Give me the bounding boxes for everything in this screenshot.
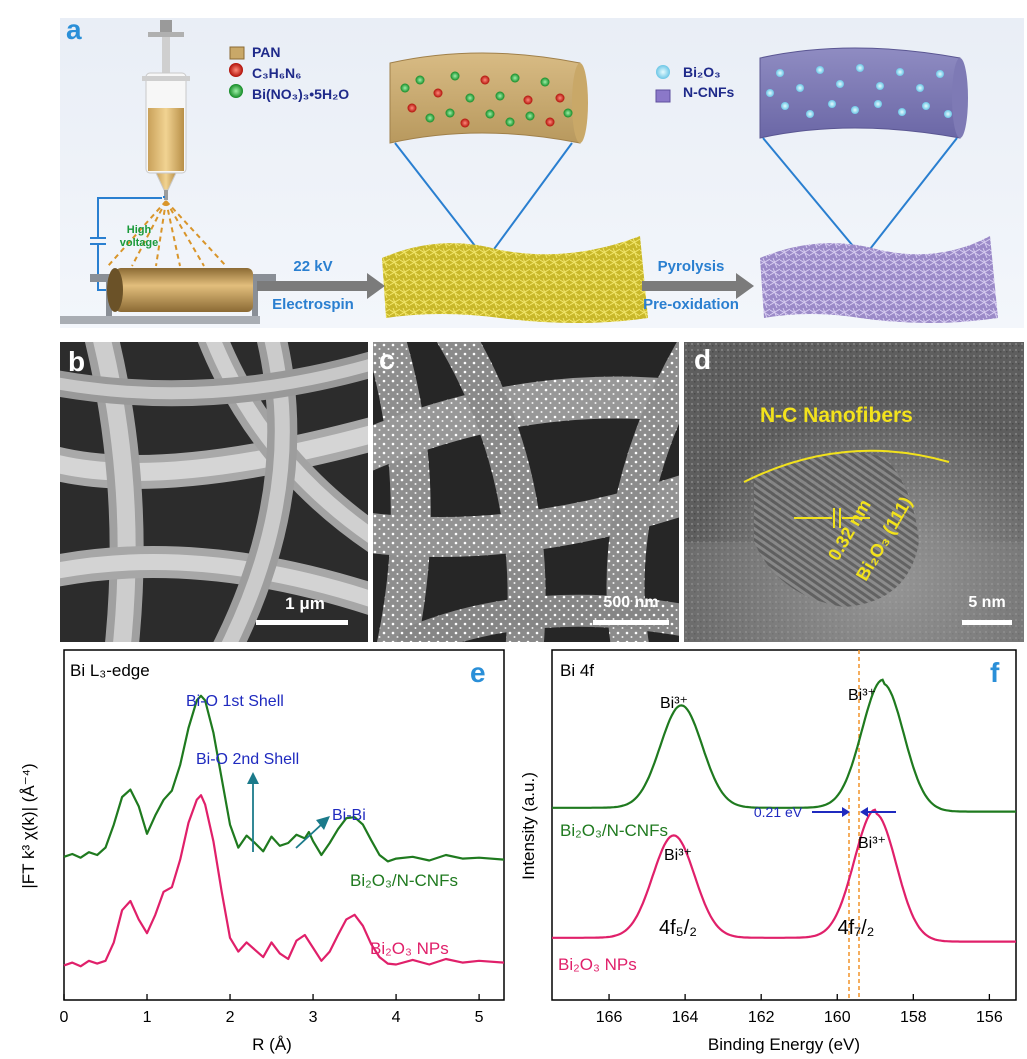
panel-a-letter: a bbox=[66, 14, 82, 45]
panel-d-title: N-C Nanofibers bbox=[760, 404, 913, 427]
panel-f-x-tick-label: 164 bbox=[672, 1009, 699, 1026]
panel-e-x-tick-label: 0 bbox=[60, 1009, 69, 1026]
precursor-nanofiber-icon bbox=[389, 52, 588, 144]
panel-e-ann-first-shell: Bi-O 1st Shell bbox=[186, 693, 284, 710]
panel-e-edge-label: Bi L₃-edge bbox=[70, 661, 150, 680]
panel-e-x-tick-label: 3 bbox=[309, 1009, 318, 1026]
legend-2-item-ncnfs: N-CNFs bbox=[683, 84, 735, 100]
panel-e-arrow-bibi bbox=[295, 823, 323, 849]
panel-e-x-tick-label: 5 bbox=[475, 1009, 484, 1026]
panel-f-shift-label: 0.21 eV bbox=[754, 804, 803, 820]
panel-f-series-top-label: Bi₂O₃/N-CNFs bbox=[560, 821, 668, 840]
panel-f-core-label: Bi 4f bbox=[560, 661, 594, 680]
panel-e-series-bottom-label: Bi₂O₃ NPs bbox=[370, 939, 449, 958]
arrow-2-bottom-label: Pre-oxidation bbox=[643, 296, 739, 313]
panel-e-xlabel: R (Å) bbox=[252, 1035, 292, 1054]
panel-d-scale-label: 5 nm bbox=[968, 594, 1006, 611]
panel-e-ann-bibi: Bi-Bi bbox=[332, 807, 366, 824]
panel-e-arrow-2nd-shell-head bbox=[247, 772, 259, 784]
panel-e-ann-second-shell: Bi-O 2nd Shell bbox=[196, 751, 299, 768]
panel-e-chart: 0 1 2 3 4 5 Bi L₃-edge e Bi-O 1st Shell Bi-O … bbox=[19, 649, 505, 1054]
panel-b-scale-label: 1 μm bbox=[285, 594, 325, 613]
panel-f-series-ncnfs bbox=[552, 678, 1016, 813]
panel-f-chart: 166 164 162 160 158 156 Bi 4f f Bi³⁺ Bi³⁺ Bi³… bbox=[519, 649, 1017, 1054]
legend-1-item-bismuth-nitrate: Bi(NO₃)₃•5H₂O bbox=[252, 86, 350, 102]
carbon-nanofiber-icon bbox=[759, 47, 968, 139]
panel-d-tem-image: d N-C Nanofibers 0.32 nm Bi₂O₃ (111) 5 n… bbox=[684, 342, 1024, 642]
panel-f-peak-label-3: Bi³⁺ bbox=[664, 847, 692, 864]
panel-f-x-tick-label: 166 bbox=[596, 1009, 623, 1026]
zoom-lines-1 bbox=[394, 142, 573, 262]
high-voltage-circuit-icon bbox=[90, 196, 165, 291]
panel-b-sem-image: b 1 μm bbox=[60, 342, 368, 642]
panel-e-series-ncnfs bbox=[63, 694, 505, 863]
panel-f-x-tick-label: 156 bbox=[976, 1009, 1003, 1026]
panel-f-letter: f bbox=[990, 657, 1000, 688]
legend-2-item-bi2o3: Bi₂O₃ bbox=[683, 64, 721, 80]
panel-d-letter: d bbox=[694, 344, 712, 375]
legend-1-item-pan: PAN bbox=[252, 44, 281, 60]
panel-b-letter: b bbox=[68, 346, 86, 377]
panel-e-x-tick-label: 4 bbox=[392, 1009, 401, 1026]
panel-f-peak-label-4: Bi³⁺ bbox=[858, 835, 886, 852]
panel-b-fibers bbox=[60, 342, 368, 642]
legend2-markers bbox=[655, 65, 671, 103]
panel-f-plot-frame bbox=[551, 649, 1017, 1001]
panel-c-scale-label: 500 nm bbox=[603, 594, 659, 611]
panel-f-shift-arrow-left-head bbox=[842, 807, 850, 817]
panel-f-ylabel: Intensity (a.u.) bbox=[519, 772, 538, 880]
panel-a-illustration bbox=[60, 20, 998, 324]
panel-f-peak-52: 4f₅/₂ bbox=[659, 917, 697, 939]
panel-d-lattice bbox=[684, 342, 1024, 642]
pyrolysis-arrow-icon bbox=[642, 273, 754, 299]
panel-f-shift-arrow-right-head bbox=[860, 807, 868, 817]
arrow-1-bottom-label: Electrospin bbox=[272, 296, 354, 313]
legend-1: PAN C₃H₆N₆ Bi(NO₃)₃•5H₂O bbox=[252, 42, 349, 105]
high-voltage-label: High voltage bbox=[119, 224, 159, 249]
legend-2: Bi₂O₃ N-CNFs bbox=[683, 62, 734, 102]
panel-f-peak-label-1: Bi³⁺ bbox=[660, 695, 688, 712]
legend1-markers bbox=[229, 46, 245, 98]
panel-e-series-nps bbox=[63, 794, 505, 968]
panel-e-letter: e bbox=[470, 657, 486, 688]
panel-e-series-top-label: Bi₂O₃/N-CNFs bbox=[350, 871, 458, 890]
panel-e-x-tick-label: 1 bbox=[143, 1009, 152, 1026]
panel-f-x-tick-label: 158 bbox=[900, 1009, 927, 1026]
panel-f-peak-label-2: Bi³⁺ bbox=[848, 687, 876, 704]
panel-a bbox=[60, 18, 1024, 328]
arrow-1-top-label: 22 kV bbox=[293, 258, 333, 275]
yellow-nanofiber-mat bbox=[382, 236, 648, 323]
arrow-2-top-label: Pyrolysis bbox=[657, 258, 725, 275]
syringe-icon bbox=[142, 20, 190, 200]
panel-e-ylabel: |FT k³ χ(k)| (Å⁻⁴) bbox=[19, 763, 38, 888]
panel-e-x-ticks: 0 1 2 3 4 5 bbox=[60, 994, 484, 1026]
drum-collector-icon bbox=[60, 268, 276, 324]
panel-c-fibers bbox=[373, 342, 679, 642]
panel-f-x-tick-label: 160 bbox=[824, 1009, 851, 1026]
zoom-lines-2 bbox=[762, 137, 958, 260]
panel-f-xlabel: Binding Energy (eV) bbox=[708, 1035, 860, 1054]
panel-f-series-bottom-label: Bi₂O₃ NPs bbox=[558, 955, 637, 974]
legend-1-item-melamine: C₃H₆N₆ bbox=[252, 65, 302, 81]
panel-c-sem-image: c 500 nm bbox=[373, 342, 679, 642]
panel-e-arrow-bibi-head bbox=[316, 816, 330, 830]
panel-f-x-tick-label: 162 bbox=[748, 1009, 775, 1026]
panel-f-peak-72: 4f₇/₂ bbox=[838, 917, 875, 939]
spray-cone-icon bbox=[107, 200, 227, 267]
panel-e-plot-frame bbox=[63, 649, 505, 1001]
panel-f-x-ticks: 166 164 162 160 158 156 bbox=[596, 994, 1003, 1026]
panel-c-letter: c bbox=[379, 344, 395, 375]
purple-nanofiber-mat bbox=[760, 236, 998, 323]
panel-f-series-nps bbox=[552, 808, 1016, 943]
electrospin-arrow-icon bbox=[257, 273, 385, 299]
panel-e-x-tick-label: 2 bbox=[226, 1009, 235, 1026]
